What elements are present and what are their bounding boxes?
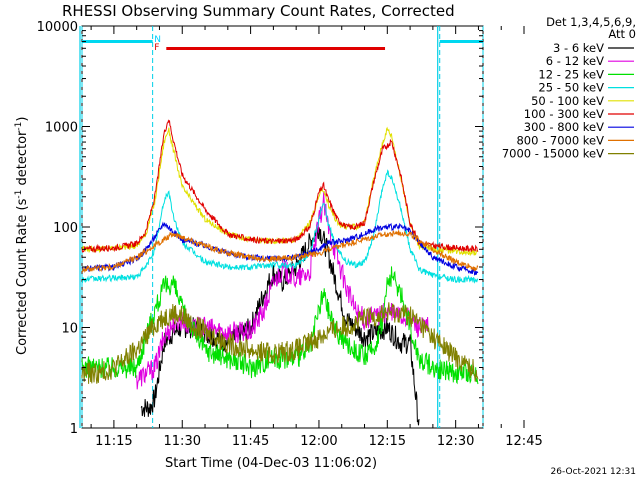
legend-entry-label: 25 - 50 keV — [538, 81, 604, 95]
legend-entry-label: 800 - 7000 keV — [516, 133, 604, 147]
y-axis-label: Corrected Count Rate (s-1 detector-1) — [14, 117, 30, 355]
series-line-8 — [81, 302, 479, 384]
x-tick-label: 12:15 — [369, 434, 406, 449]
series-layer — [81, 119, 479, 426]
x-tick-label: 11:45 — [232, 434, 269, 449]
saa-bar — [439, 40, 483, 43]
x-axis-label: Start Time (04-Dec-03 11:06:02) — [165, 456, 377, 471]
flag-letter: F — [154, 43, 159, 53]
legend-entry-label: 3 - 6 keV — [553, 41, 604, 55]
y-tick-label: 1 — [70, 422, 78, 437]
flare-bar — [166, 47, 386, 50]
legend-entry-label: 100 - 300 keV — [524, 107, 604, 121]
x-tick-label: 12:00 — [300, 434, 337, 449]
legend-entry-label: 6 - 12 keV — [546, 54, 604, 68]
series-line-5 — [81, 119, 479, 254]
y-tick-label: 1000 — [45, 121, 78, 136]
saa-bar — [82, 40, 153, 43]
legend-entry-label: 7000 - 15000 keV — [502, 147, 604, 161]
x-tick-label: 12:45 — [505, 434, 542, 449]
timestamp: 26-Oct-2021 12:31 — [551, 467, 636, 477]
y-tick-label: 100 — [53, 221, 78, 236]
legend-entry-label: 50 - 100 keV — [531, 94, 604, 108]
x-tick-label: 12:30 — [437, 434, 474, 449]
legend-entry-label: 300 - 800 keV — [524, 120, 604, 134]
x-tick-label: 11:30 — [164, 434, 201, 449]
y-tick-label: 10000 — [37, 20, 78, 35]
legend-header: Det 1,3,4,5,6,9, — [546, 15, 636, 29]
axes: 1 10 100 1000 10000 11:15 11:30 11:45 12:00 12:15… — [37, 20, 543, 449]
chart-title: RHESSI Observing Summary Count Rates, Co… — [62, 2, 455, 20]
flag-letter: N — [154, 35, 161, 45]
observing-flags: NF — [79, 26, 484, 428]
legend-att: Att 0 — [608, 27, 636, 41]
x-tick-label: 11:15 — [95, 434, 132, 449]
series-line-7 — [81, 230, 479, 273]
y-tick-label: 10 — [61, 322, 78, 337]
legend-entry-label: 12 - 25 keV — [538, 67, 604, 81]
series-line-3 — [81, 169, 479, 284]
